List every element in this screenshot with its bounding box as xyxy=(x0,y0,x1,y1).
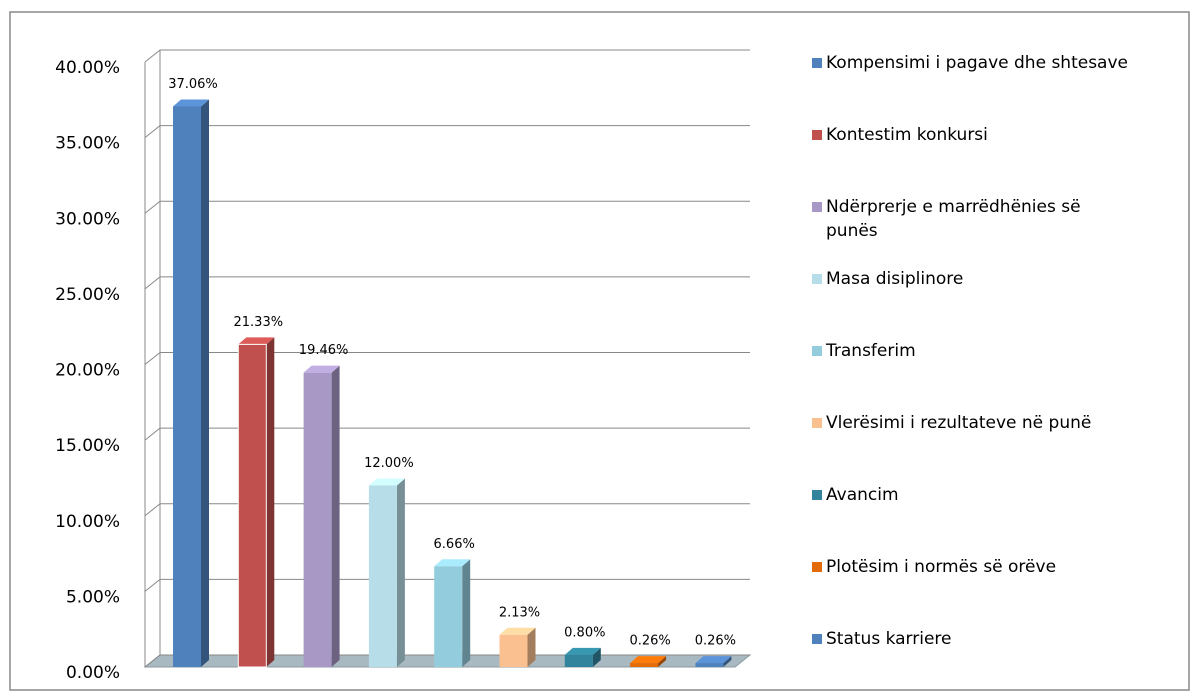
legend-swatch xyxy=(812,346,822,356)
legend-item: Avancim xyxy=(810,483,1170,507)
bar xyxy=(303,372,332,667)
grid-diagonal xyxy=(144,49,161,63)
bar-top xyxy=(499,627,536,635)
legend-label: Kontestim konkursi xyxy=(826,125,988,145)
legend-label: Kompensimi i pagave dhe shtesave xyxy=(826,53,1128,73)
y-tick-label: 40.00% xyxy=(55,58,120,78)
y-tick-label: 10.00% xyxy=(55,512,120,532)
legend-item: Status karriere xyxy=(810,627,1170,651)
bar-side xyxy=(396,478,405,667)
bar-top xyxy=(303,365,340,373)
legend-swatch xyxy=(812,274,822,284)
bar xyxy=(237,343,267,668)
y-tick-label: 5.00% xyxy=(66,587,120,607)
legend-label: Status karriere xyxy=(826,629,952,649)
bar-side xyxy=(462,559,471,667)
legend-swatch xyxy=(812,634,822,644)
value-label: 0.26% xyxy=(629,634,670,649)
legend-item: Plotësim i normës së orëve xyxy=(810,555,1170,579)
value-label: 0.80% xyxy=(564,625,605,640)
legend-item: Kontestim konkursi xyxy=(810,123,1170,147)
bar-top xyxy=(173,99,209,107)
legend-item: Masa disiplinore xyxy=(810,267,1170,291)
bar-side xyxy=(658,656,667,667)
legend-label: Ndërprerje e marrëdhënies së punës xyxy=(826,197,1081,241)
bar xyxy=(630,663,659,667)
grid-diagonal xyxy=(144,427,161,441)
grid-diagonal xyxy=(144,200,161,214)
value-label: 0.26% xyxy=(695,634,736,649)
legend-swatch xyxy=(812,130,822,140)
y-tick-label: 25.00% xyxy=(55,285,120,305)
legend-swatch xyxy=(812,562,822,572)
legend-item: Vlerësimi i rezultateve në punë xyxy=(810,411,1170,435)
legend-label: Plotësim i normës së orëve xyxy=(826,557,1057,577)
bar-side xyxy=(723,656,732,667)
legend-label: Masa disiplinore xyxy=(826,269,964,289)
grid-diagonal xyxy=(144,276,161,290)
legend-swatch xyxy=(812,490,822,500)
y-tick-label: 0.00% xyxy=(66,663,120,683)
legend-label: Avancim xyxy=(826,485,899,505)
grid-diagonal xyxy=(144,503,161,517)
y-tick-label: 15.00% xyxy=(55,436,120,456)
value-label: 21.33% xyxy=(234,315,284,330)
bar-side xyxy=(266,337,275,667)
bar xyxy=(499,634,528,667)
bar-top xyxy=(695,656,732,664)
legend-label: Transferim xyxy=(826,341,916,361)
y-tick-label: 30.00% xyxy=(55,209,120,229)
value-label: 6.66% xyxy=(434,537,475,552)
bar xyxy=(434,566,463,667)
bar-top xyxy=(434,559,471,567)
bar-top xyxy=(630,656,667,664)
bar-side xyxy=(527,627,536,667)
bar-side xyxy=(201,99,209,667)
bar xyxy=(564,654,593,667)
legend-item: Kompensimi i pagave dhe shtesave xyxy=(810,51,1170,75)
legend-swatch xyxy=(812,58,822,68)
frame xyxy=(9,11,1190,691)
bar-side xyxy=(331,365,340,667)
bar xyxy=(368,485,397,667)
y-tick-label: 35.00% xyxy=(55,134,120,154)
legend-swatch xyxy=(812,202,822,212)
bar xyxy=(173,106,201,667)
legend-item: Transferim xyxy=(810,339,1170,363)
grid-diagonal xyxy=(144,578,161,592)
value-label: 12.00% xyxy=(364,456,414,471)
bar-top xyxy=(564,647,601,655)
grid-diagonal xyxy=(144,352,161,365)
bar-top xyxy=(238,337,275,345)
bar-top xyxy=(368,478,405,486)
bar-side xyxy=(592,647,601,667)
value-label: 2.13% xyxy=(499,605,540,620)
bar xyxy=(695,663,724,667)
legend-item: Ndërprerje e marrëdhënies së punës xyxy=(810,195,1170,243)
value-label: 37.06% xyxy=(168,77,218,92)
grid-diagonal xyxy=(144,654,161,668)
y-tick-label: 20.00% xyxy=(55,361,120,381)
grid-diagonal xyxy=(144,125,161,139)
value-label: 19.46% xyxy=(299,343,349,358)
legend-swatch xyxy=(812,418,822,428)
legend-label: Vlerësimi i rezultateve në punë xyxy=(826,413,1092,433)
